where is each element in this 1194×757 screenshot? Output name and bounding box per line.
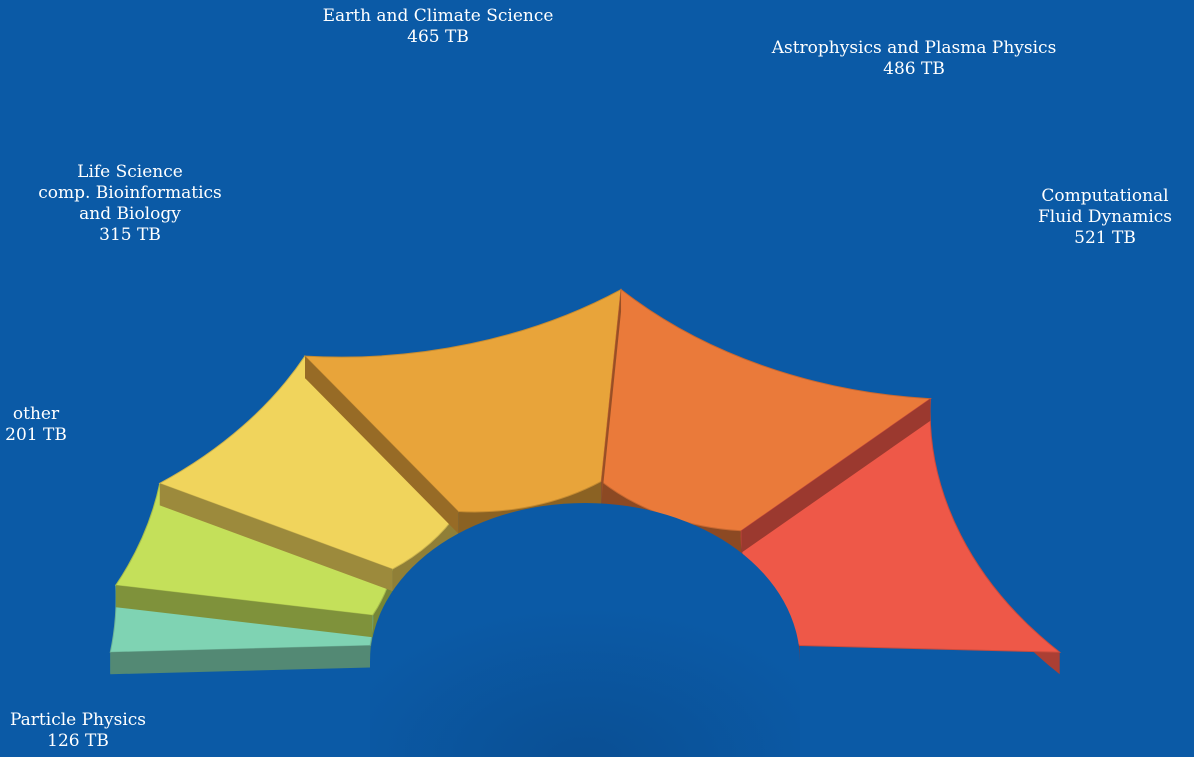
slice-astrophysics-and-plasma-physics[interactable] (600, 288, 932, 532)
slice-label-name: Fluid Dynamics (1037, 207, 1173, 227)
slice-label-value: 521 TB (1074, 228, 1136, 248)
slice-label-name: Astrophysics and Plasma Physics (771, 38, 1057, 58)
slice-label-value: 315 TB (99, 225, 161, 245)
slice-label: Astrophysics and Plasma Physics 486 TB (772, 38, 1057, 80)
slice-label: Computational Fluid Dynamics 521 TB (1038, 186, 1172, 249)
slice-label-name: and Biology (79, 204, 181, 224)
slice-label: other 201 TB (5, 404, 67, 446)
slice-label-name: Life Science (77, 162, 183, 182)
donut-hole (370, 502, 800, 757)
slice-side-face (601, 289, 622, 504)
slice-label-name: other (12, 404, 60, 424)
slice-label-value: 486 TB (883, 59, 945, 79)
slice-side-face (115, 585, 373, 638)
slice-side-face (741, 398, 931, 553)
slice-side-face (304, 356, 459, 534)
slice-label-name: Earth and Climate Science (322, 6, 554, 26)
slice-label-name: Particle Physics (9, 710, 147, 730)
slice-side-face (110, 645, 371, 675)
slices-layer (109, 288, 1062, 757)
slice-label: Life Science comp. Bioinformatics and Biol… (38, 162, 222, 246)
slice-earth-and-climate-science[interactable] (303, 288, 622, 513)
slice-label-value: 465 TB (407, 27, 469, 47)
slice-label: Particle Physics 126 TB (10, 710, 146, 752)
slice-label-value: 126 TB (47, 731, 109, 751)
slice-label-name: comp. Bioinformatics (38, 183, 222, 203)
slice-label: Earth and Climate Science 465 TB (323, 6, 554, 48)
slice-label-name: Computational (1041, 186, 1169, 206)
slice-side-face (159, 483, 393, 592)
slice-label-value: 201 TB (5, 425, 67, 445)
